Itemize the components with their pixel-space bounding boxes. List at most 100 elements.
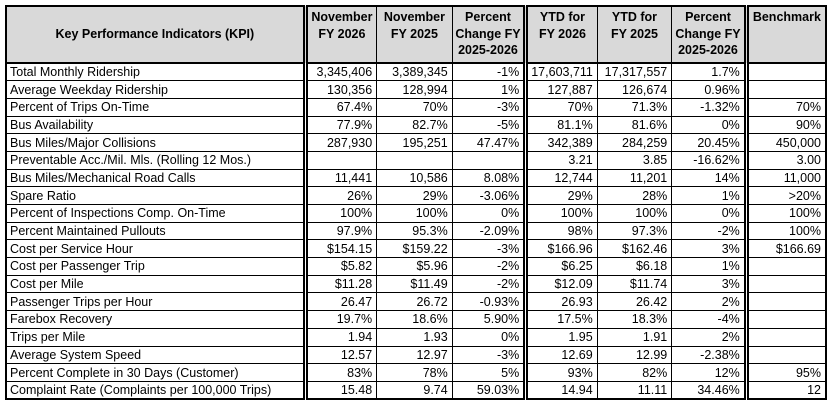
- value-cell: [743, 345, 827, 365]
- value-cell: -5%: [451, 115, 527, 135]
- value-cell: 342,389: [523, 133, 598, 152]
- table-row: Total Monthly Ridership 3,345,406 3,389,34…: [5, 62, 827, 82]
- value-cell: 14.94: [523, 380, 598, 400]
- value-cell: 17,317,557: [596, 62, 673, 82]
- value-cell: 12.97: [376, 345, 453, 365]
- value-cell: 14%: [671, 168, 747, 188]
- value-cell: 59.03%: [451, 380, 527, 400]
- header-percent-change-ytd: Percent Change FY 2025-2026: [671, 5, 747, 64]
- value-cell: 1%: [451, 80, 527, 99]
- value-cell: $166.96: [523, 239, 598, 259]
- value-cell: 3%: [671, 239, 747, 259]
- table-row: Farebox Recovery 19.7% 18.6% 5.90% 17.5% 18.3…: [5, 310, 827, 329]
- value-cell: $11.74: [596, 274, 673, 294]
- value-cell: -0.93%: [451, 292, 527, 312]
- value-cell: -3%: [451, 97, 527, 117]
- value-cell: -3%: [451, 345, 527, 365]
- value-cell: 195,251: [376, 133, 453, 152]
- value-cell: 2%: [671, 292, 747, 312]
- value-cell: 3%: [671, 274, 747, 294]
- value-cell: 100%: [523, 204, 598, 223]
- value-cell: -1%: [451, 62, 527, 82]
- value-cell: 95%: [743, 363, 827, 382]
- value-cell: 97.3%: [596, 221, 673, 241]
- value-cell: 127,887: [523, 80, 598, 99]
- value-cell: 82.7%: [376, 115, 453, 135]
- kpi-label-cell: Cost per Mile: [5, 274, 306, 294]
- value-cell: [451, 150, 527, 170]
- value-cell: 1.93: [376, 327, 453, 347]
- table-row: Percent Maintained Pullouts 97.9% 95.3% -2.…: [5, 221, 827, 241]
- header-row: Key Performance Indicators (KPI) Novembe…: [5, 5, 827, 64]
- value-cell: 0.96%: [671, 80, 747, 99]
- value-cell: 100%: [743, 204, 827, 223]
- value-cell: 2%: [671, 327, 747, 347]
- value-cell: 287,930: [302, 133, 378, 152]
- kpi-label-cell: Percent Complete in 30 Days (Customer): [5, 363, 306, 382]
- value-cell: -2.09%: [451, 221, 527, 241]
- value-cell: 0%: [451, 327, 527, 347]
- table-row: Percent of Inspections Comp. On-Time 100%…: [5, 204, 827, 223]
- table-row: Passenger Trips per Hour 26.47 26.72 -0.93%…: [5, 292, 827, 312]
- kpi-label-cell: Bus Miles/Mechanical Road Calls: [5, 168, 306, 188]
- value-cell: 18.3%: [596, 310, 673, 329]
- table-row: Average Weekday Ridership 130,356 128,994 1…: [5, 80, 827, 99]
- value-cell: [376, 150, 453, 170]
- value-cell: [743, 257, 827, 276]
- value-cell: 97.9%: [302, 221, 378, 241]
- value-cell: 93%: [523, 363, 598, 382]
- value-cell: 130,356: [302, 80, 378, 99]
- table-row: Spare Ratio 26% 29% -3.06% 29% 28% 1% >20%: [5, 186, 827, 205]
- value-cell: [743, 310, 827, 329]
- value-cell: -2.38%: [671, 345, 747, 365]
- table-row: Cost per Mile $11.28 $11.49 -2% $12.09 $11.74…: [5, 274, 827, 294]
- value-cell: 100%: [596, 204, 673, 223]
- value-cell: 12,744: [523, 168, 598, 188]
- value-cell: 0%: [451, 204, 527, 223]
- value-cell: 67.4%: [302, 97, 378, 117]
- value-cell: -3%: [451, 239, 527, 259]
- value-cell: [743, 274, 827, 294]
- table-row: Preventable Acc./Mil. Mls. (Rolling 12 M…: [5, 150, 827, 170]
- value-cell: 78%: [376, 363, 453, 382]
- value-cell: 19.7%: [302, 310, 378, 329]
- table-row: Percent of Trips On-Time 67.4% 70% -3% 70% 71…: [5, 97, 827, 117]
- kpi-label-cell: Passenger Trips per Hour: [5, 292, 306, 312]
- value-cell: -2%: [451, 257, 527, 276]
- value-cell: 450,000: [743, 133, 827, 152]
- kpi-label-cell: Bus Availability: [5, 115, 306, 135]
- value-cell: -2%: [671, 221, 747, 241]
- value-cell: $6.18: [596, 257, 673, 276]
- header-kpi: Key Performance Indicators (KPI): [5, 5, 306, 64]
- value-cell: [743, 292, 827, 312]
- value-cell: 0%: [671, 115, 747, 135]
- value-cell: $5.96: [376, 257, 453, 276]
- value-cell: >20%: [743, 186, 827, 205]
- kpi-label-cell: Trips per Mile: [5, 327, 306, 347]
- value-cell: 3.00: [743, 150, 827, 170]
- value-cell: 26.93: [523, 292, 598, 312]
- value-cell: 1.94: [302, 327, 378, 347]
- value-cell: $5.82: [302, 257, 378, 276]
- kpi-label-cell: Bus Miles/Major Collisions: [5, 133, 306, 152]
- value-cell: 98%: [523, 221, 598, 241]
- kpi-table: Key Performance Indicators (KPI) Novembe…: [5, 5, 827, 401]
- kpi-label-cell: Farebox Recovery: [5, 310, 306, 329]
- value-cell: [743, 327, 827, 347]
- value-cell: 3,389,345: [376, 62, 453, 82]
- value-cell: 3,345,406: [302, 62, 378, 82]
- value-cell: 0%: [671, 204, 747, 223]
- value-cell: 11,441: [302, 168, 378, 188]
- value-cell: 1%: [671, 257, 747, 276]
- value-cell: 10,586: [376, 168, 453, 188]
- value-cell: 9.74: [376, 380, 453, 400]
- table-row: Cost per Service Hour $154.15 $159.22 -3% $1…: [5, 239, 827, 259]
- header-ytd-fy2025: YTD for FY 2025: [596, 5, 673, 64]
- kpi-label-cell: Percent of Inspections Comp. On-Time: [5, 204, 306, 223]
- kpi-label-cell: Complaint Rate (Complaints per 100,000 T…: [5, 380, 306, 400]
- value-cell: 70%: [376, 97, 453, 117]
- value-cell: 77.9%: [302, 115, 378, 135]
- value-cell: 70%: [523, 97, 598, 117]
- value-cell: 95.3%: [376, 221, 453, 241]
- table-row: Percent Complete in 30 Days (Customer) 83…: [5, 363, 827, 382]
